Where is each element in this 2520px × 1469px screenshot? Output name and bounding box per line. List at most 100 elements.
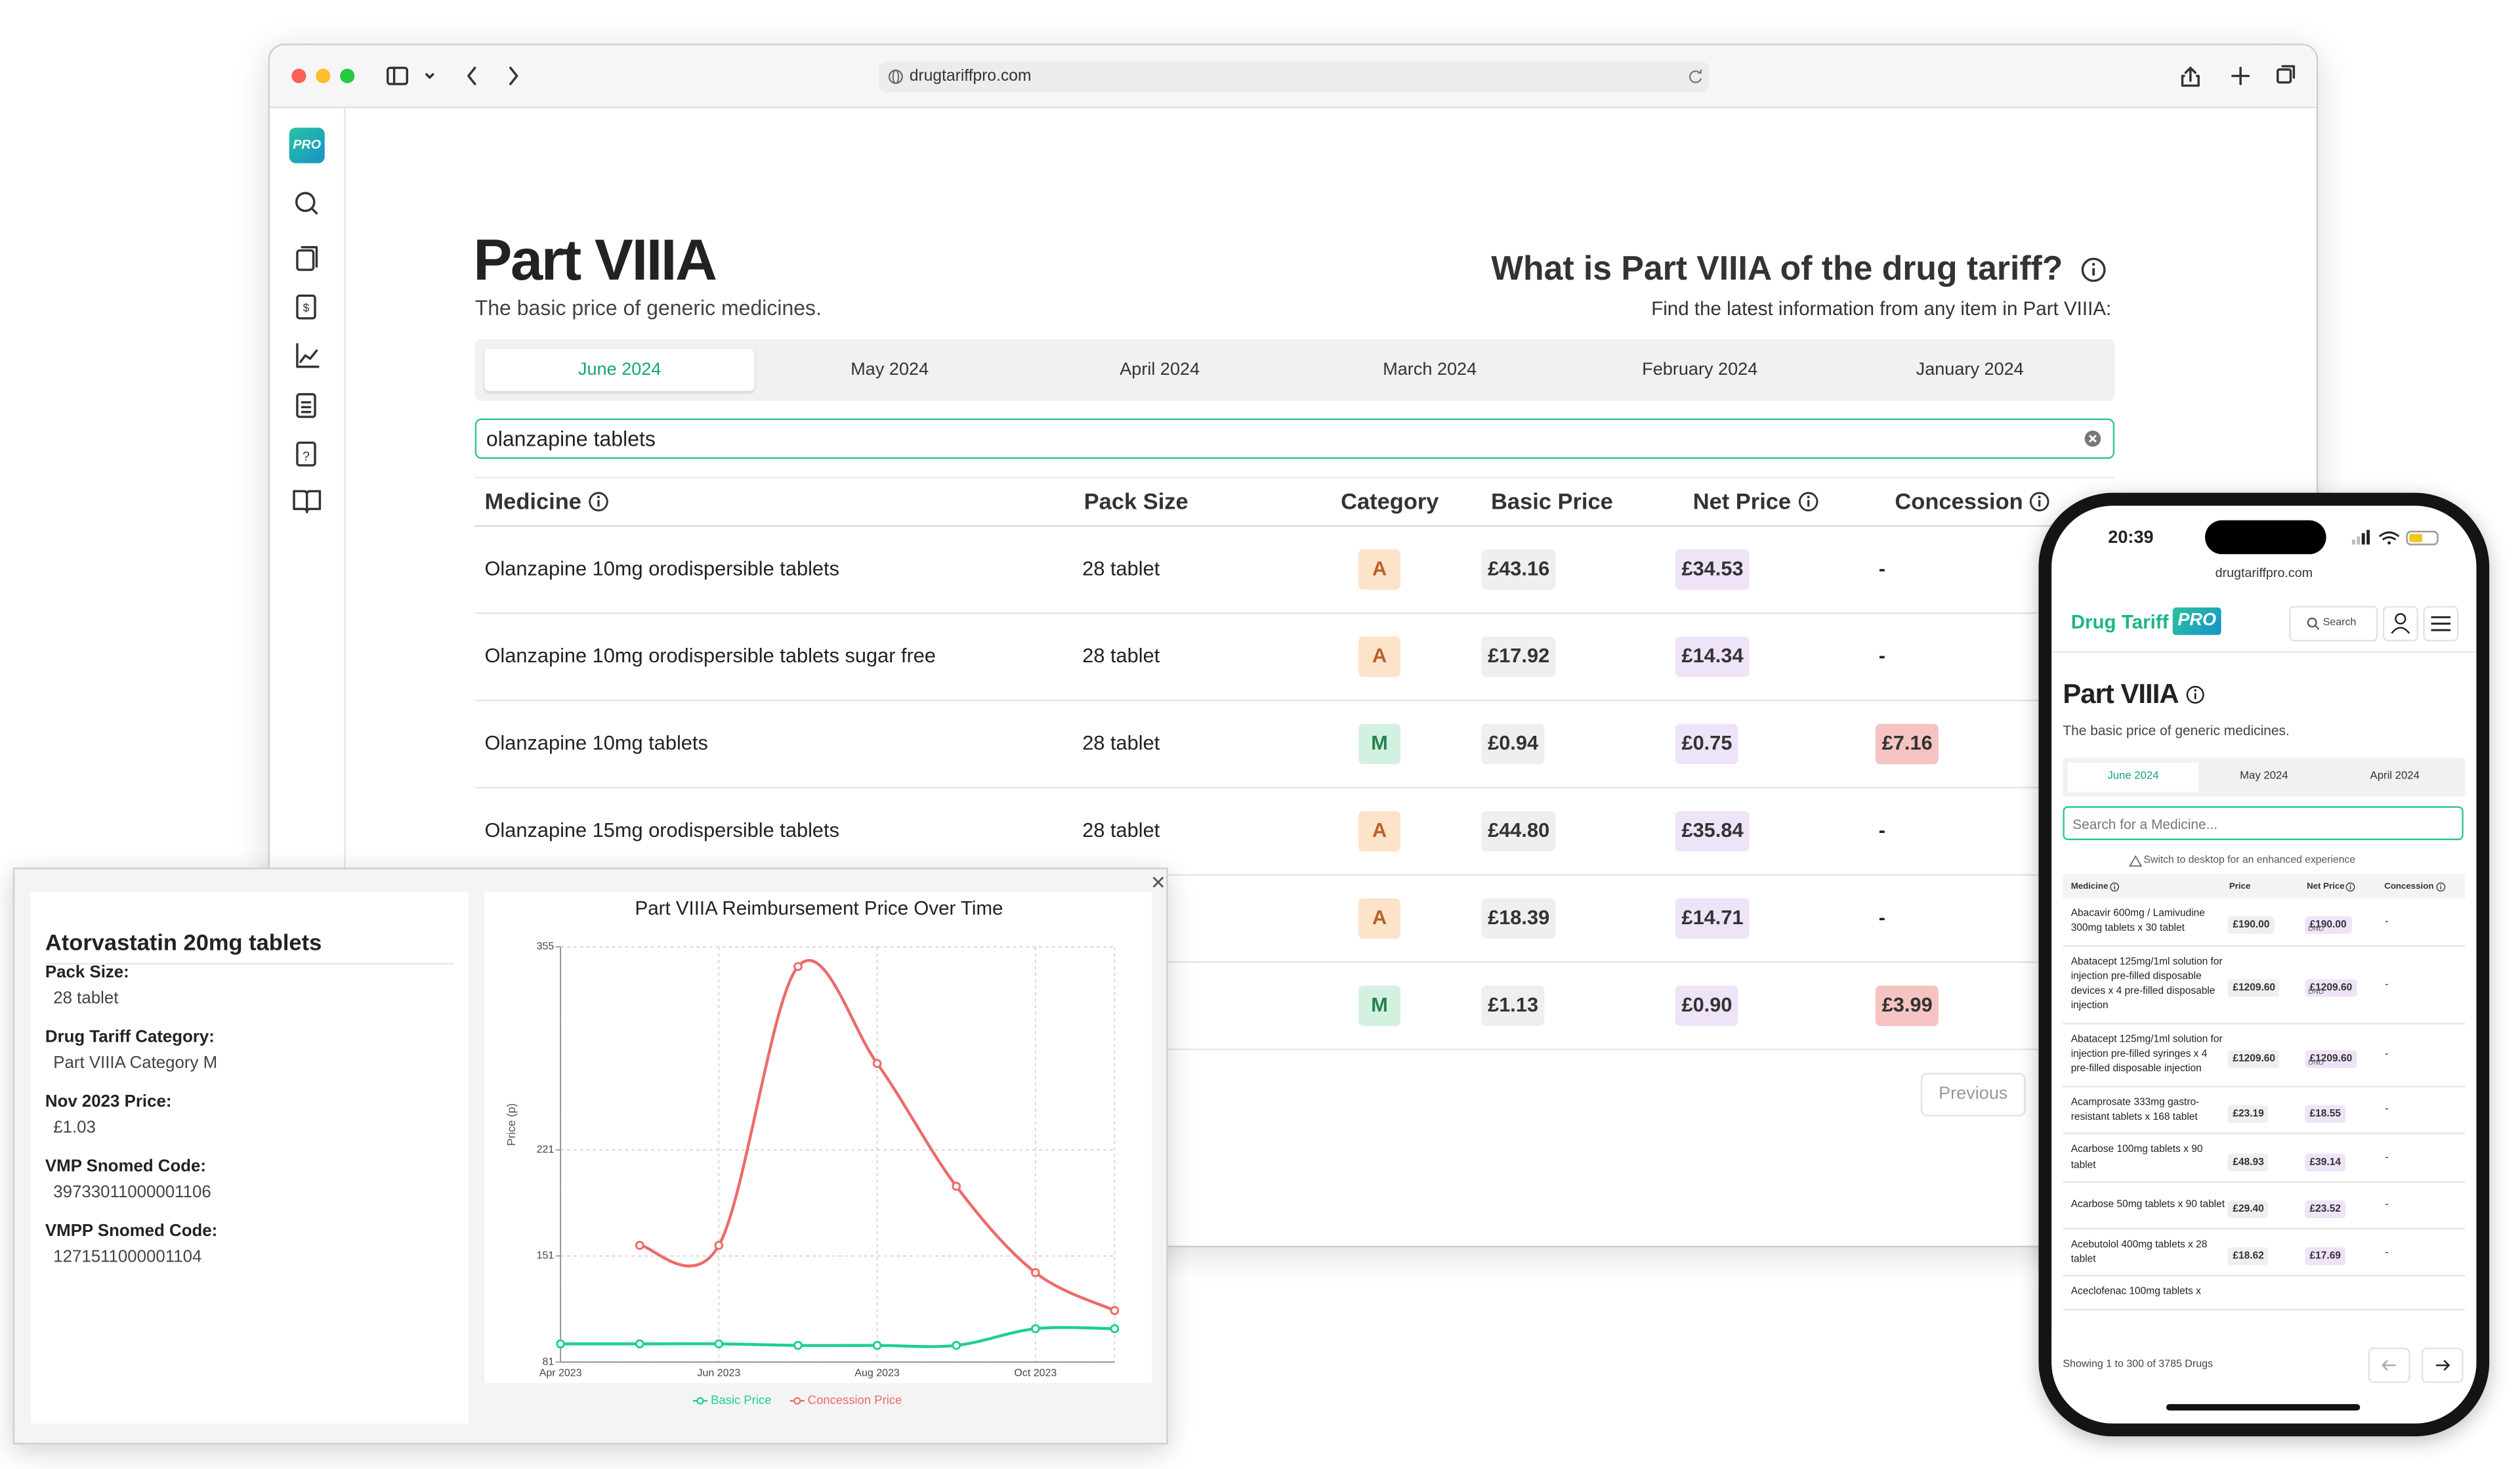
phone-nav-icons[interactable] <box>2382 606 2464 642</box>
info-icon[interactable] <box>588 491 609 512</box>
info-dot <box>597 496 600 499</box>
phone-concession: - <box>2385 1049 2389 1061</box>
phone-row[interactable]: Aceclofenac 100mg tablets x <box>2063 1277 2466 1310</box>
info-icon[interactable] <box>2435 882 2445 891</box>
table-row[interactable]: Olanzapine 10mg orodispersible tablets 28… <box>474 526 2115 614</box>
phone-row[interactable]: Abatacept 125mg/1ml solution for injecti… <box>2063 1024 2466 1087</box>
sidebar-toggle[interactable] <box>387 66 434 85</box>
logo[interactable]: PRO <box>289 127 325 163</box>
month-tab[interactable]: March 2024 <box>1383 360 1477 380</box>
phone-table: Medicine Price Net Price Concession Abacavir… <box>2063 874 2466 1310</box>
month-tab[interactable]: June 2024 <box>484 349 755 391</box>
data-point <box>1030 1267 1040 1277</box>
data-point <box>872 1340 882 1350</box>
close-popup[interactable] <box>1150 874 1167 891</box>
previous-button[interactable]: Previous <box>1920 1073 2026 1117</box>
phone-row[interactable]: Acamprosate 333mg gastro-resistant table… <box>2063 1087 2466 1135</box>
close-button[interactable] <box>291 68 306 83</box>
net-price: £14.34 <box>1675 636 1750 677</box>
month-tab[interactable]: February 2024 <box>1642 360 1758 380</box>
phone-column-header: Net Price <box>2307 882 2384 891</box>
table-header: Medicine Pack Size Category Basic Price Net … <box>474 477 2115 527</box>
phone-search-button[interactable]: Search <box>2288 606 2378 642</box>
table-row[interactable]: M £1.13 £0.90 £3.99 <box>474 963 2115 1050</box>
page-title: Part VIIIA <box>473 226 717 293</box>
back-button[interactable] <box>467 66 476 85</box>
reload-icon[interactable] <box>1687 68 1704 85</box>
header-label: Concession <box>2384 881 2434 891</box>
phone-footer: Showing 1 to 300 of 3785 Drugs <box>2051 1329 2477 1424</box>
address-bar[interactable]: drugtariffpro.com <box>879 61 1710 93</box>
forward-button[interactable] <box>509 66 518 85</box>
phone-row[interactable]: Acarbose 100mg tablets x 90 tablet £48.93… <box>2063 1135 2466 1183</box>
info-dot <box>2038 496 2042 499</box>
x-tick-label: Aug 2023 <box>854 1368 900 1379</box>
legend-label: Concession Price <box>808 1393 902 1407</box>
phone-row[interactable]: Acebutolol 400mg tablets x 28 tablet £18.… <box>2063 1229 2466 1277</box>
price-chart: Part VIIIA Reimbursement Price Over Time… <box>505 898 1120 1407</box>
phone-search[interactable]: Search for a Medicine... <box>2063 806 2464 840</box>
phone-net-price: £17.69 <box>2305 1247 2346 1266</box>
phone-medicine: Acamprosate 333mg gastro-resistant table… <box>2070 1096 2200 1123</box>
phone-medicine: Acarbose 100mg tablets x 90 tablet <box>2070 1144 2203 1171</box>
data-point <box>635 1339 644 1349</box>
pager-buttons[interactable] <box>2368 1347 2466 1385</box>
toolbar-right-icons[interactable] <box>2181 65 2296 87</box>
search-icon <box>2307 617 2320 630</box>
clear-search[interactable] <box>2084 430 2101 448</box>
basic-price: £43.16 <box>1481 549 1557 590</box>
field-label: Pack Size: <box>45 963 129 983</box>
phone-tab[interactable]: June 2024 <box>2067 762 2199 792</box>
phone-tab[interactable]: May 2024 <box>2240 771 2288 782</box>
month-tab[interactable]: May 2024 <box>850 360 929 380</box>
info-icon[interactable] <box>2110 882 2120 891</box>
legend-label: Basic Price <box>711 1393 771 1407</box>
table-row[interactable]: Olanzapine 10mg orodispersible tablets s… <box>474 614 2115 702</box>
phone-row[interactable]: Abatacept 125mg/1ml solution for injecti… <box>2063 946 2466 1025</box>
phone-row[interactable]: Abacavir 600mg / Lamivudine 300mg tablet… <box>2063 899 2466 947</box>
info-icon[interactable] <box>1797 491 1818 512</box>
phone-title-info[interactable] <box>2185 685 2205 705</box>
phone-row[interactable]: Acarbose 50mg tablets x 90 tablet £29.40 £… <box>2063 1182 2466 1229</box>
basic-price: £0.94 <box>1481 723 1545 765</box>
net-cell: £1209.60 DND <box>2305 1040 2382 1069</box>
column-header: Pack Size <box>1084 479 1188 525</box>
price-cell: £190.00 <box>2227 907 2305 936</box>
header-label: Concession <box>1895 488 2023 514</box>
net-price: £34.53 <box>1675 549 1750 590</box>
zoom-button[interactable] <box>340 68 355 83</box>
header-label: Basic Price <box>1490 488 1613 514</box>
phone-column-header: Medicine <box>2063 882 2229 891</box>
month-tab[interactable]: April 2024 <box>1120 360 1200 380</box>
table-row[interactable]: Olanzapine 15mg orodispersible tablets 28… <box>474 788 2115 876</box>
nav-icons[interactable]: $ ? <box>270 106 344 591</box>
search-input[interactable]: olanzapine tablets <box>474 418 2115 459</box>
field-label: Nov 2023 Price: <box>45 1092 172 1112</box>
medicine-name: Olanzapine 15mg orodispersible tablets <box>484 819 839 842</box>
header-label: Net Price <box>2307 881 2345 891</box>
phone-tab[interactable]: April 2024 <box>2370 771 2420 782</box>
net-cell: £1209.60 DND <box>2305 969 2382 998</box>
info-dot <box>2114 883 2116 885</box>
month-tab[interactable]: January 2024 <box>1916 360 2024 380</box>
phone-logo-badge[interactable]: PRO <box>2172 607 2221 635</box>
column-header: Net Price <box>1693 479 1818 525</box>
field-value: 28 tablet <box>53 989 119 1008</box>
phone-medicine: Acebutolol 400mg tablets x 28 tablet <box>2070 1239 2208 1266</box>
info-circle <box>2030 492 2050 512</box>
field-value: 39733011000001106 <box>53 1182 211 1203</box>
help-info-icon[interactable] <box>2080 257 2106 282</box>
info-icon[interactable] <box>2030 491 2051 512</box>
price-cell: £18.62 <box>2227 1238 2305 1267</box>
table-row[interactable]: Olanzapine 10mg tablets 28 tablet M £0.94 £0… <box>474 701 2115 789</box>
header-label: Medicine <box>484 488 581 514</box>
net-price: £14.71 <box>1675 898 1750 939</box>
svg-text:?: ? <box>303 450 310 464</box>
phone-price: £190.00 <box>2227 916 2275 935</box>
phone-logo[interactable]: Drug Tariff <box>2070 610 2169 633</box>
price-cell: £48.93 <box>2227 1143 2305 1172</box>
info-icon[interactable] <box>2346 882 2356 891</box>
minimize-button[interactable] <box>316 68 331 83</box>
basic-price: £1.13 <box>1481 985 1545 1027</box>
table-row[interactable]: A £18.39 £14.71 - <box>474 876 2115 964</box>
